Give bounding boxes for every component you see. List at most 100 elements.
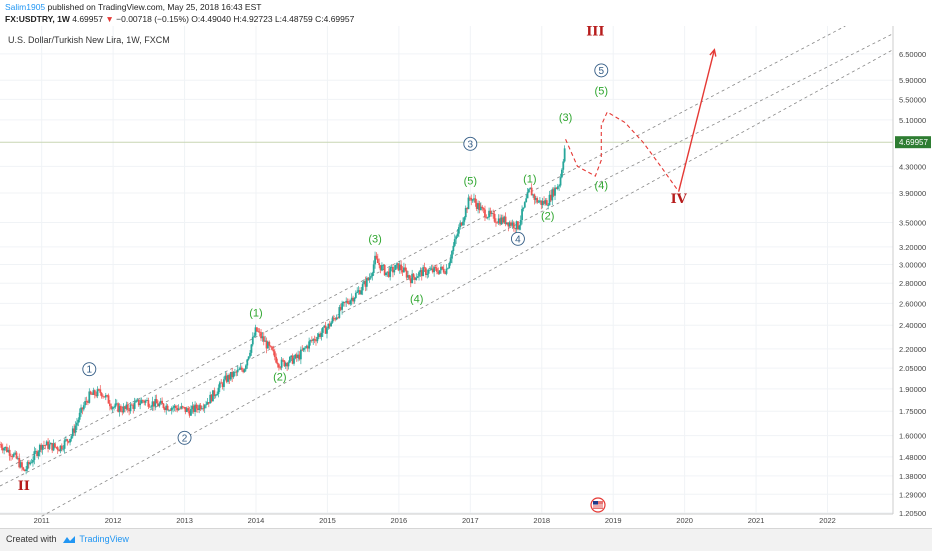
candle-body: [168, 409, 170, 411]
candle-body: [152, 401, 155, 407]
candle-body: [177, 408, 180, 411]
time-axis[interactable]: 2011 2012 2013 2014 2015 2016 2017 2018 2019 2020…: [34, 516, 836, 525]
candle-body: [526, 192, 529, 199]
author-link[interactable]: Salim1905: [5, 2, 46, 12]
candle-body: [47, 441, 49, 449]
candle-body: [438, 270, 441, 274]
candle-body: [409, 278, 412, 284]
candle-body: [515, 221, 518, 230]
projection-solid-path: [678, 49, 716, 192]
candle-body: [361, 284, 364, 291]
candle-body: [238, 369, 240, 371]
price-tick-label: 2.80000: [899, 279, 926, 288]
candle-body: [277, 364, 280, 368]
wave-label-circle: [177, 430, 192, 445]
candle-body: [109, 403, 111, 407]
candle-body: [468, 197, 471, 199]
candle-body: [261, 336, 264, 339]
candle-body: [280, 359, 283, 368]
candle-body: [157, 403, 159, 407]
candle-body: [205, 404, 207, 406]
candle-body: [382, 265, 385, 266]
candle-body: [442, 268, 445, 273]
candle-body: [437, 271, 440, 274]
candle-body: [154, 399, 157, 407]
candle-body: [496, 222, 499, 224]
candle-body: [41, 445, 44, 450]
candle-body: [310, 340, 313, 341]
candle-body: [103, 396, 106, 398]
change-text: −0.00718 (−0.15%): [116, 14, 189, 24]
candle-body: [130, 404, 133, 406]
candle-body: [478, 203, 481, 211]
candle-body: [159, 400, 162, 404]
candle-body: [507, 222, 510, 227]
candle-body: [98, 389, 100, 391]
candle-body: [114, 403, 117, 407]
candle-body: [403, 267, 405, 273]
candle-body: [337, 317, 339, 319]
candle-body: [381, 265, 383, 271]
candle-body: [512, 222, 515, 229]
published-text: published on TradingView.com, May 25, 20…: [47, 2, 262, 12]
candle-body: [8, 449, 11, 456]
chart-title: U.S. Dollar/Turkish New Lira, 1W, FXCM: [8, 35, 170, 45]
candle-body: [26, 462, 29, 470]
candle-body: [21, 462, 23, 468]
candle-body: [129, 404, 132, 412]
candle-body: [262, 336, 265, 342]
candle-body: [221, 383, 224, 387]
candle-body: [521, 209, 523, 220]
tradingview-link[interactable]: TradingView: [79, 534, 129, 544]
candle-body: [49, 442, 52, 445]
candle-body: [246, 359, 249, 366]
candle-body: [418, 272, 420, 277]
candle-body: [231, 371, 234, 378]
candle-body: [16, 457, 19, 459]
candle-body: [374, 255, 376, 265]
price-chart[interactable]: II 1 2 (1) (2) (3) (4) (5) 3 4 (1) (2) (3) (4) (5) 5 III…: [0, 26, 932, 528]
candle-body: [56, 447, 59, 451]
us-flag-icon: [590, 497, 606, 513]
candle-body: [386, 271, 389, 273]
candle-body: [257, 331, 260, 333]
candle-body: [119, 406, 122, 411]
candle-body: [80, 407, 82, 413]
candle-body: [426, 273, 429, 275]
candle-body: [260, 332, 262, 339]
time-tick-label: 2021: [748, 516, 765, 525]
price-axis[interactable]: 6.50000 5.90000 5.50000 5.10000 4.30000 3.900…: [899, 50, 926, 518]
candle-body: [89, 391, 92, 394]
candle-body: [71, 428, 74, 437]
candle-body: [323, 325, 326, 328]
candle-body: [273, 351, 276, 357]
candle-body: [473, 198, 475, 200]
candle-body: [429, 269, 431, 271]
candle-body: [304, 347, 306, 349]
candle-body: [482, 208, 485, 210]
candle-body: [467, 197, 470, 210]
candle-body: [76, 422, 78, 426]
wave-label: 1: [87, 365, 93, 376]
candle-body: [477, 203, 479, 209]
ohlc-text: O:4.49040 H:4.92723 L:4.48759 C:4.69957: [191, 14, 355, 24]
candle-body: [306, 346, 309, 349]
candle-body: [492, 213, 495, 214]
candle-body: [360, 290, 363, 295]
candle-body: [0, 444, 1, 446]
candle-body: [212, 390, 214, 402]
candle-body: [269, 345, 272, 347]
candle-body: [271, 346, 273, 350]
candle-body: [10, 455, 12, 457]
candle-body: [96, 389, 99, 397]
candle-body: [69, 438, 71, 443]
candle-body: [67, 441, 70, 443]
candle-body: [550, 194, 552, 201]
candle-body: [44, 445, 47, 446]
candle-body: [299, 349, 302, 360]
symbol-label: FX:USDTRY, 1W: [5, 14, 70, 24]
candle-body: [106, 395, 109, 396]
wave-label: IV: [671, 192, 688, 207]
candle-body: [95, 395, 98, 397]
wave-labels: II 1 2 (1) (2) (3) (4) (5) 3 4 (1) (2) (3) (4) (5) 5 III…: [18, 26, 688, 494]
